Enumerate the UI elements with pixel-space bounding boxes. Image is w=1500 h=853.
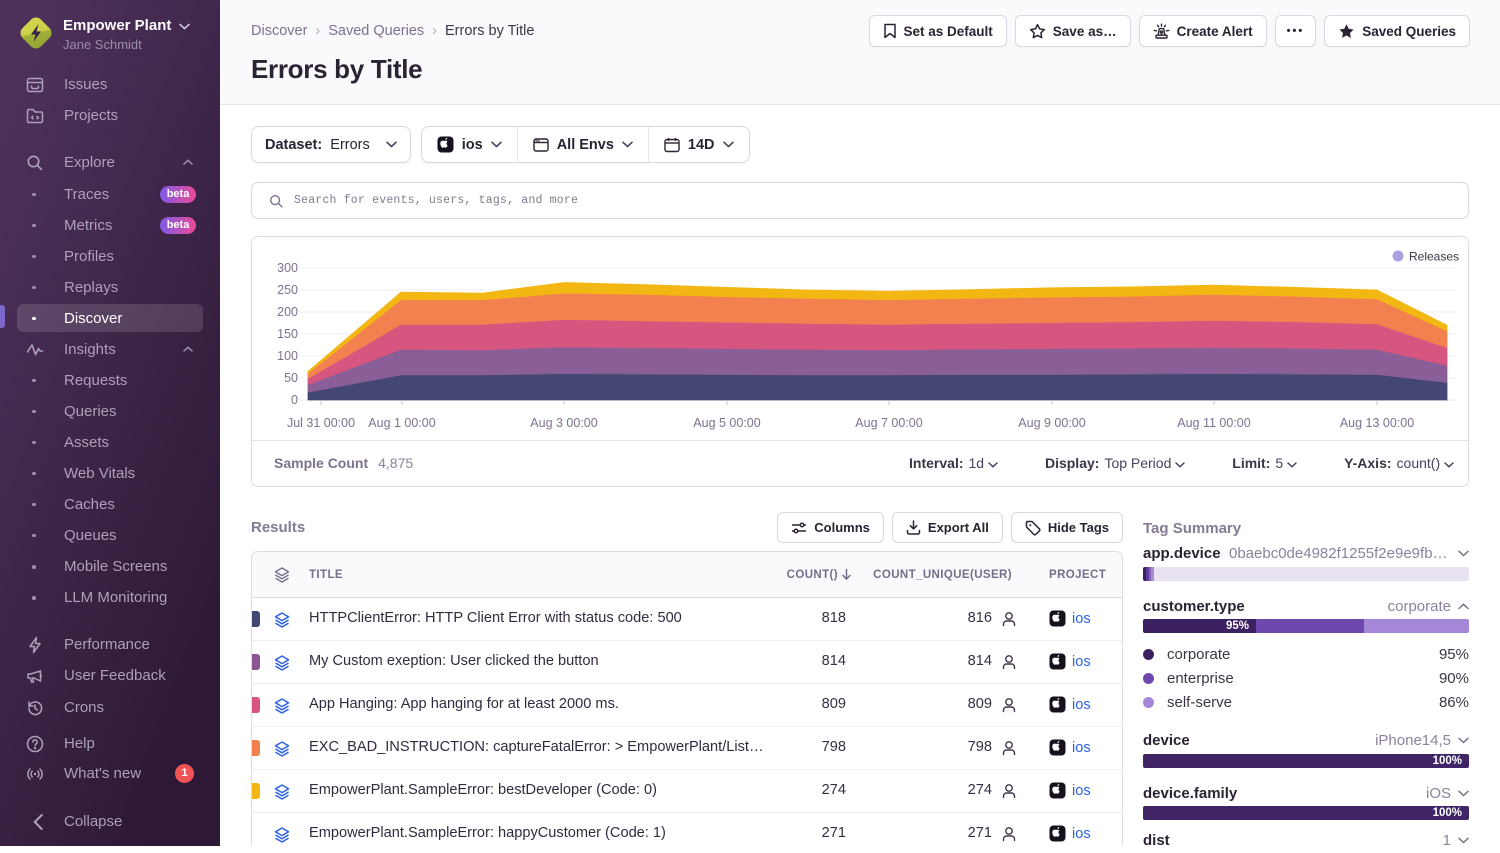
svg-text:300: 300: [277, 261, 298, 275]
svg-text:50: 50: [284, 371, 298, 385]
svg-text:Aug 5 00:00: Aug 5 00:00: [693, 416, 760, 430]
svg-text:Aug 3 00:00: Aug 3 00:00: [530, 416, 597, 430]
svg-text:Aug 11 00:00: Aug 11 00:00: [1177, 416, 1250, 430]
svg-text:250: 250: [277, 283, 298, 297]
svg-text:Aug 13 00:00: Aug 13 00:00: [1340, 416, 1414, 430]
svg-text:Jul 31 00:00: Jul 31 00:00: [287, 416, 355, 430]
svg-text:200: 200: [277, 305, 298, 319]
svg-text:Releases: Releases: [1409, 250, 1459, 264]
svg-text:100: 100: [277, 349, 298, 363]
svg-text:Aug 9 00:00: Aug 9 00:00: [1018, 416, 1085, 430]
svg-text:0: 0: [291, 393, 298, 407]
svg-text:Aug 1 00:00: Aug 1 00:00: [368, 416, 435, 430]
svg-text:150: 150: [277, 327, 298, 341]
svg-text:Aug 7 00:00: Aug 7 00:00: [855, 416, 922, 430]
